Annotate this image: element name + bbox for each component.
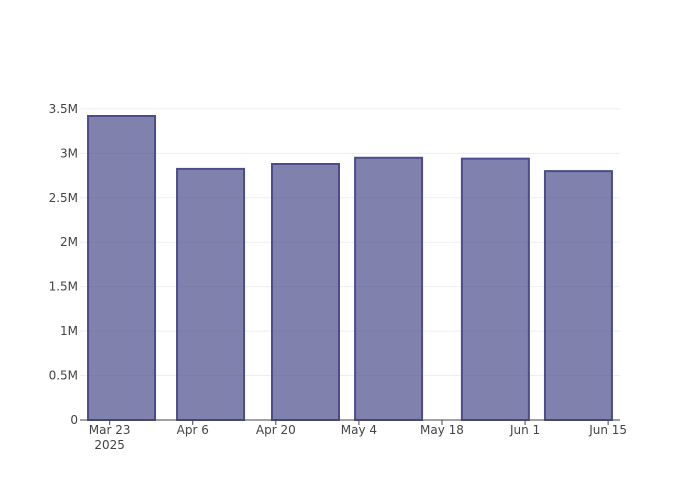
y-tick-label: 2M [60, 235, 78, 249]
bar [87, 115, 157, 421]
y-tick-label: 0 [70, 413, 78, 427]
y-tick-label: 3M [60, 146, 78, 160]
y-tick-label: 1M [60, 324, 78, 338]
x-tick-label: Mar 23 2025 [89, 423, 131, 452]
bar [270, 163, 340, 421]
y-tick-label: 3.5M [49, 102, 78, 116]
bar [460, 157, 530, 422]
x-tick-label: Jun 1 [509, 423, 540, 437]
y-tick-label: 1.5M [49, 280, 78, 294]
y-tick-label: 0.5M [49, 369, 78, 383]
bar [543, 170, 613, 421]
x-tick-label: May 4 [341, 423, 377, 437]
x-tick-label: May 18 [420, 423, 464, 437]
x-tick-label: Apr 6 [177, 423, 209, 437]
y-tick-label: 2.5M [49, 191, 78, 205]
x-tick-label: Apr 20 [256, 423, 296, 437]
bar [176, 167, 246, 421]
bar [354, 156, 424, 421]
x-tick-label: Jun 15 [588, 423, 627, 437]
